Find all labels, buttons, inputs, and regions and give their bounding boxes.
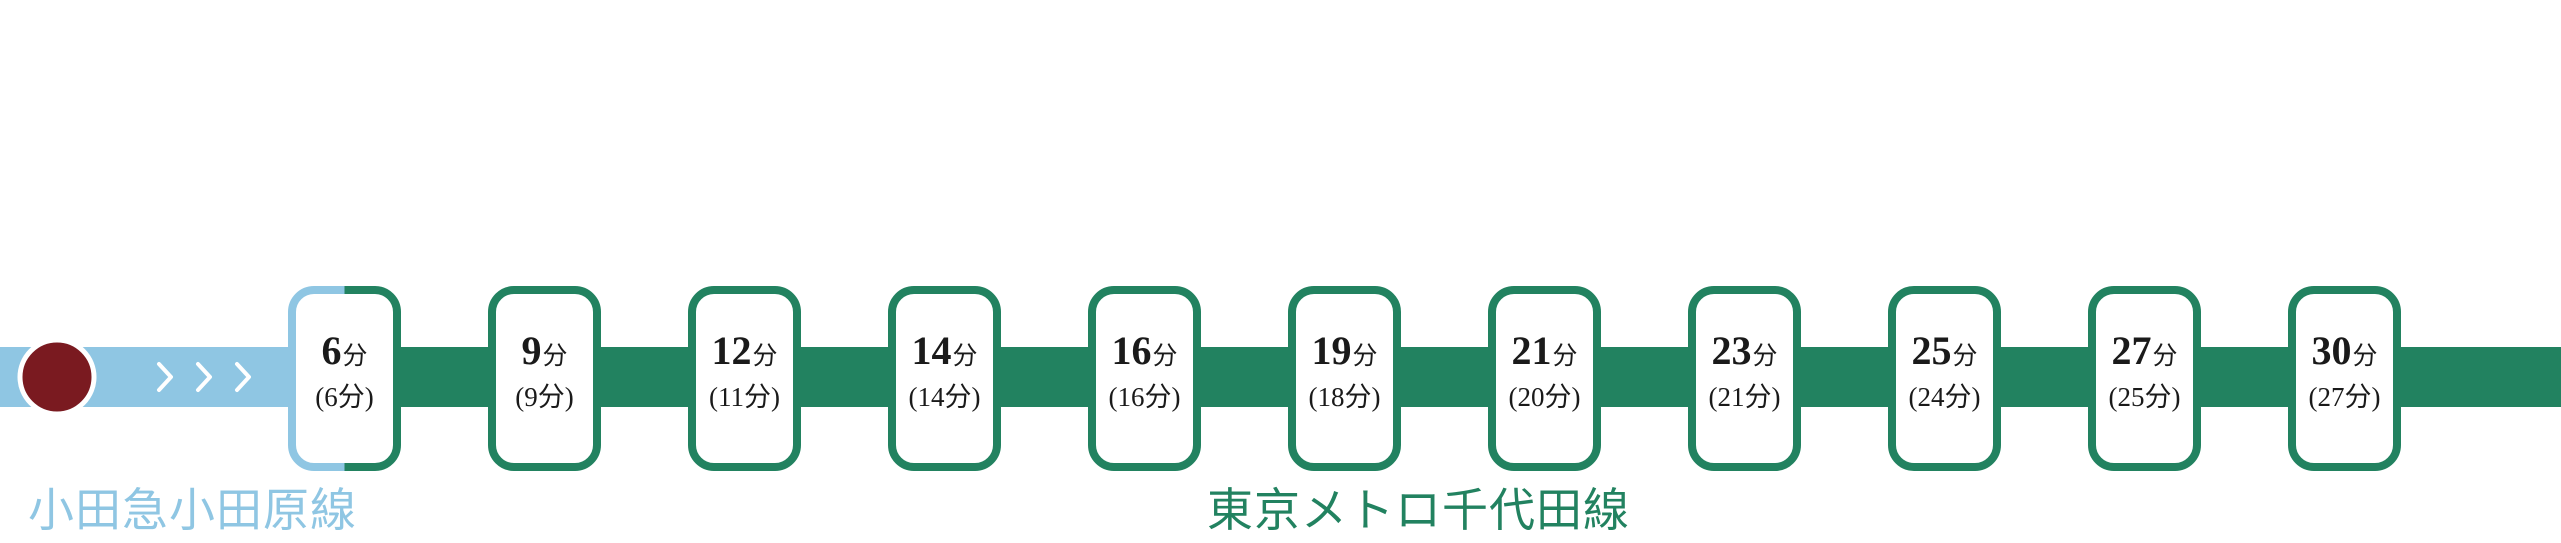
stop-minutes-value: 6 bbox=[321, 328, 342, 373]
stop-frame bbox=[688, 286, 801, 471]
chevron-right-icon bbox=[196, 362, 212, 392]
stop-frame bbox=[2288, 286, 2401, 471]
chiyoda-line-label: 東京メトロ千代田線 bbox=[1207, 485, 1630, 536]
stop-minutes-unit: 分 bbox=[1552, 343, 1578, 370]
stop-minutes: 23分 bbox=[1691, 331, 1798, 371]
stop-minutes-unit: 分 bbox=[1152, 343, 1178, 370]
stop-minutes: 21分 bbox=[1491, 331, 1598, 371]
station-stop: 14分 (14分) bbox=[891, 289, 998, 468]
station-stop: 30分 (27分) bbox=[2291, 289, 2398, 468]
stop-minutes-value: 23 bbox=[1711, 328, 1752, 373]
station-stop: 9分 (9分) bbox=[491, 289, 598, 468]
chevron-right-icon bbox=[157, 362, 173, 392]
stop-alt-minutes: (25分) bbox=[2108, 382, 2181, 412]
stop-frame bbox=[488, 286, 601, 471]
stop-frame bbox=[1688, 286, 1801, 471]
stop-minutes-unit: 分 bbox=[752, 343, 778, 370]
stop-alt-minutes: (6分) bbox=[315, 382, 374, 412]
station-stop: 6分 (6分) bbox=[291, 289, 398, 468]
stop-alt-minutes: (14分) bbox=[908, 382, 981, 412]
stop-minutes-value: 27 bbox=[2111, 328, 2152, 373]
station-stop: 19分 (18分) bbox=[1291, 289, 1398, 468]
stop-alt-minutes: (24分) bbox=[1908, 382, 1981, 412]
stop-minutes-unit: 分 bbox=[2152, 343, 2178, 370]
stop-frame bbox=[288, 286, 345, 471]
stop-alt-minutes: (11分) bbox=[709, 382, 780, 412]
stop-minutes: 14分 bbox=[891, 331, 998, 371]
stop-frame bbox=[1488, 286, 1601, 471]
stop-minutes-unit: 分 bbox=[2352, 343, 2378, 370]
station-stop: 27分 (25分) bbox=[2091, 289, 2198, 468]
stop-minutes-value: 16 bbox=[1111, 328, 1152, 373]
stop-minutes-value: 21 bbox=[1511, 328, 1552, 373]
stop-minutes-value: 12 bbox=[711, 328, 752, 373]
stop-frame bbox=[1288, 286, 1401, 471]
chevron-right-icon bbox=[235, 362, 251, 392]
station-stop: 12分 (11分) bbox=[691, 289, 798, 468]
stop-minutes-value: 30 bbox=[2311, 328, 2352, 373]
stop-minutes-unit: 分 bbox=[1352, 343, 1378, 370]
stop-alt-minutes: (18分) bbox=[1308, 382, 1381, 412]
stop-minutes-value: 14 bbox=[911, 328, 952, 373]
odakyu-line-label: 小田急小田原線 bbox=[28, 485, 357, 536]
stop-minutes-value: 9 bbox=[521, 328, 542, 373]
station-stop: 16分 (16分) bbox=[1091, 289, 1198, 468]
station-stop: 25分 (24分) bbox=[1891, 289, 1998, 468]
stop-alt-minutes: (27分) bbox=[2308, 382, 2381, 412]
stop-minutes: 12分 bbox=[691, 331, 798, 371]
stop-frame bbox=[2088, 286, 2201, 471]
stop-minutes-unit: 分 bbox=[1752, 343, 1778, 370]
stop-minutes-value: 19 bbox=[1311, 328, 1352, 373]
stop-minutes-unit: 分 bbox=[342, 343, 368, 370]
stop-minutes-unit: 分 bbox=[952, 343, 978, 370]
stop-minutes-value: 25 bbox=[1911, 328, 1952, 373]
stop-minutes-unit: 分 bbox=[542, 343, 568, 370]
stop-minutes-unit: 分 bbox=[1952, 343, 1978, 370]
stop-frame bbox=[1088, 286, 1201, 471]
stop-minutes: 25分 bbox=[1891, 331, 1998, 371]
stop-minutes: 19分 bbox=[1291, 331, 1398, 371]
stop-frame bbox=[344, 286, 401, 471]
stop-alt-minutes: (9分) bbox=[515, 382, 574, 412]
stop-frame bbox=[888, 286, 1001, 471]
station-stop: 23分 (21分) bbox=[1691, 289, 1798, 468]
stop-minutes: 30分 bbox=[2291, 331, 2398, 371]
stop-minutes: 6分 bbox=[291, 331, 398, 371]
stop-frame bbox=[1888, 286, 2001, 471]
stop-alt-minutes: (20分) bbox=[1508, 382, 1581, 412]
stop-minutes: 9分 bbox=[491, 331, 598, 371]
stop-minutes: 27分 bbox=[2091, 331, 2198, 371]
stop-alt-minutes: (16分) bbox=[1108, 382, 1181, 412]
direction-chevrons bbox=[157, 362, 251, 392]
stop-frame-bg bbox=[292, 290, 397, 467]
stop-minutes: 16分 bbox=[1091, 331, 1198, 371]
stop-alt-minutes: (21分) bbox=[1708, 382, 1781, 412]
chiyoda-line-bar bbox=[352, 347, 2561, 407]
station-stop: 21分 (20分) bbox=[1491, 289, 1598, 468]
origin-station-marker bbox=[17, 337, 97, 417]
